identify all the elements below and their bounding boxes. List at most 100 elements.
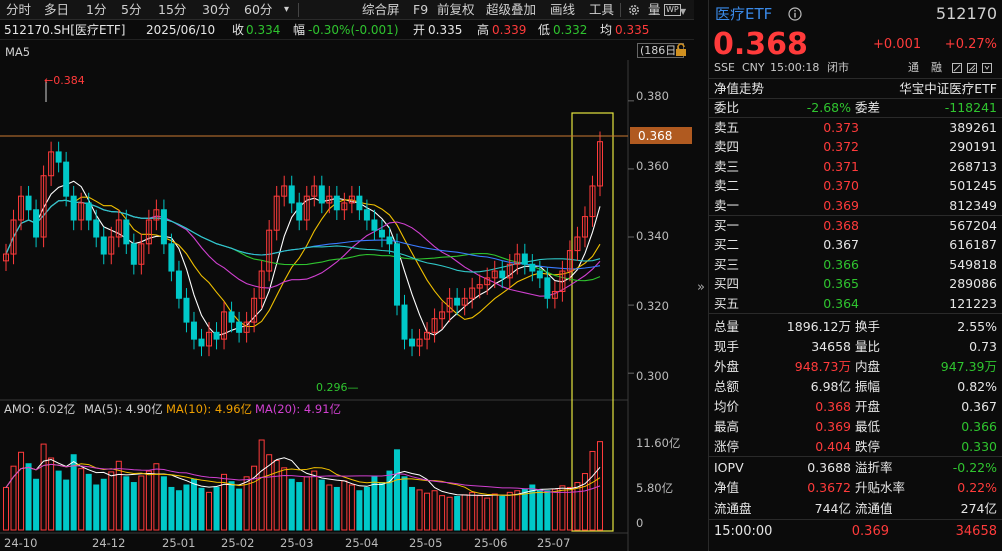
volume-bar — [363, 486, 370, 531]
candle — [93, 219, 100, 238]
tab-multi-day[interactable]: 多日 — [44, 2, 70, 17]
volume-bar — [476, 495, 483, 531]
volume-bar — [416, 489, 423, 531]
ask-level-label: 卖二 — [714, 178, 740, 194]
candle — [70, 195, 77, 221]
volume-toggle-button[interactable]: 量 — [648, 2, 661, 17]
candle — [356, 195, 363, 211]
lock-icon[interactable] — [675, 43, 687, 57]
volume-bar — [243, 476, 250, 531]
candle — [409, 338, 416, 347]
ma-indicator-label[interactable]: MA5 — [5, 45, 31, 59]
volume-bar — [258, 439, 265, 531]
kline-chart[interactable]: 0.368 ←0.384 0.296— 0.380 0.360 0.340 0.… — [0, 60, 694, 551]
candle — [153, 209, 160, 221]
bid-row[interactable]: 买二 0.367 616187 — [709, 235, 1002, 254]
ask-row[interactable]: 卖二 0.370 501245 — [709, 176, 1002, 195]
bid-row[interactable]: 买四 0.365 289086 — [709, 274, 1002, 293]
ask-row[interactable]: 卖五 0.373 389261 — [709, 118, 1002, 137]
bid-volume: 121223 — [949, 295, 997, 311]
candle — [10, 219, 17, 255]
bid-volume: 549818 — [949, 256, 997, 272]
stat-row: 涨停 0.404 跌停 0.330 — [709, 437, 1002, 456]
vol-tick: 0 — [636, 516, 643, 530]
volume-bar — [48, 457, 55, 531]
fund-stat-row: IOPV 0.3688 溢折率 -0.22% — [709, 458, 1002, 477]
candle — [228, 311, 235, 323]
candle — [108, 236, 115, 255]
f9-button[interactable]: F9 — [413, 2, 429, 17]
tools-button[interactable]: 工具 — [589, 2, 615, 17]
volume-bar — [348, 484, 355, 531]
volume-bar — [160, 476, 167, 531]
bid-row[interactable]: 买五 0.364 121223 — [709, 294, 1002, 313]
volume-ma-line — [5, 463, 601, 493]
candle — [183, 297, 190, 323]
stat-value: 0.367 — [961, 399, 997, 414]
candle — [273, 195, 280, 231]
stat-value: 0.73 — [969, 339, 997, 354]
stat-value: 0.368 — [815, 399, 851, 414]
fund-stat-value: 744亿 — [814, 500, 851, 516]
trade-label[interactable]: 通 — [908, 61, 919, 74]
stat-value: 0.330 — [961, 439, 997, 454]
x-tick: 25-05 — [409, 536, 442, 550]
stat-label: 开盘 — [855, 399, 881, 414]
candle — [311, 185, 318, 197]
tab-timeshare[interactable]: 分时 — [6, 2, 32, 17]
volume-bar — [55, 470, 62, 531]
candle — [243, 321, 250, 333]
bid-row[interactable]: 买三 0.366 549818 — [709, 255, 1002, 274]
tab-5min[interactable]: 5分 — [121, 2, 142, 17]
tab-15min[interactable]: 15分 — [158, 2, 187, 17]
volume-bar — [33, 478, 40, 531]
bid-volume: 616187 — [949, 237, 997, 253]
composite-screen-button[interactable]: 综合屏 — [362, 2, 400, 17]
wp-button[interactable]: WP — [664, 4, 681, 16]
candle — [33, 209, 40, 238]
change-value: -0.30%(-0.001) — [308, 23, 399, 37]
x-tick: 25-03 — [280, 536, 313, 550]
tag-icon[interactable] — [967, 63, 977, 73]
fund-name: 医疗ETF — [715, 5, 773, 23]
margin-label[interactable]: 融 — [931, 61, 942, 74]
volume-bar — [93, 484, 100, 531]
tab-1min[interactable]: 1分 — [86, 2, 107, 17]
ask-row[interactable]: 卖一 0.369 812349 — [709, 196, 1002, 215]
more-icon[interactable] — [982, 63, 992, 73]
draw-line-button[interactable]: 画线 — [550, 2, 576, 17]
candle — [190, 321, 197, 340]
candle — [78, 202, 85, 221]
forward-adjust-button[interactable]: 前复权 — [437, 2, 475, 17]
tab-30min[interactable]: 30分 — [202, 2, 231, 17]
candle — [363, 209, 370, 221]
stat-label: 内盘 — [855, 359, 881, 374]
candle — [63, 161, 70, 197]
volume-bar — [439, 495, 446, 531]
ask-volume: 268713 — [949, 158, 997, 174]
candle — [341, 202, 348, 211]
bid-row[interactable]: 买一 0.368 567204 — [709, 216, 1002, 235]
fund-stat-label: 净值 — [714, 480, 740, 496]
stat-row: 均价 0.368 开盘 0.367 — [709, 397, 1002, 416]
tick-time: 15:00:00 — [714, 524, 773, 539]
settings-icon[interactable] — [627, 3, 641, 17]
info-icon[interactable] — [788, 7, 802, 21]
order-diff-label: 委差 — [855, 100, 881, 115]
volume-bar — [100, 478, 107, 531]
candle — [597, 141, 603, 187]
expand-panel-icon[interactable]: » — [697, 280, 705, 295]
dropdown-arrow-icon[interactable]: ▼ — [680, 7, 687, 16]
edit-icon[interactable] — [952, 63, 962, 73]
super-overlay-button[interactable]: 超级叠加 — [486, 2, 537, 17]
low-label: 低 — [538, 23, 551, 37]
period-menu-arrow[interactable]: ▾ — [284, 4, 290, 15]
nav-trend-link[interactable]: 净值走势 — [714, 81, 765, 96]
fund-full-name: 华宝中证医疗ETF — [899, 81, 997, 96]
ask-row[interactable]: 卖三 0.371 268713 — [709, 157, 1002, 176]
ask-row[interactable]: 卖四 0.372 290191 — [709, 137, 1002, 156]
candle — [100, 236, 107, 255]
y-tick: 0.320 — [636, 299, 669, 313]
stat-label: 换手 — [855, 319, 881, 334]
tab-60min[interactable]: 60分 — [244, 2, 273, 17]
